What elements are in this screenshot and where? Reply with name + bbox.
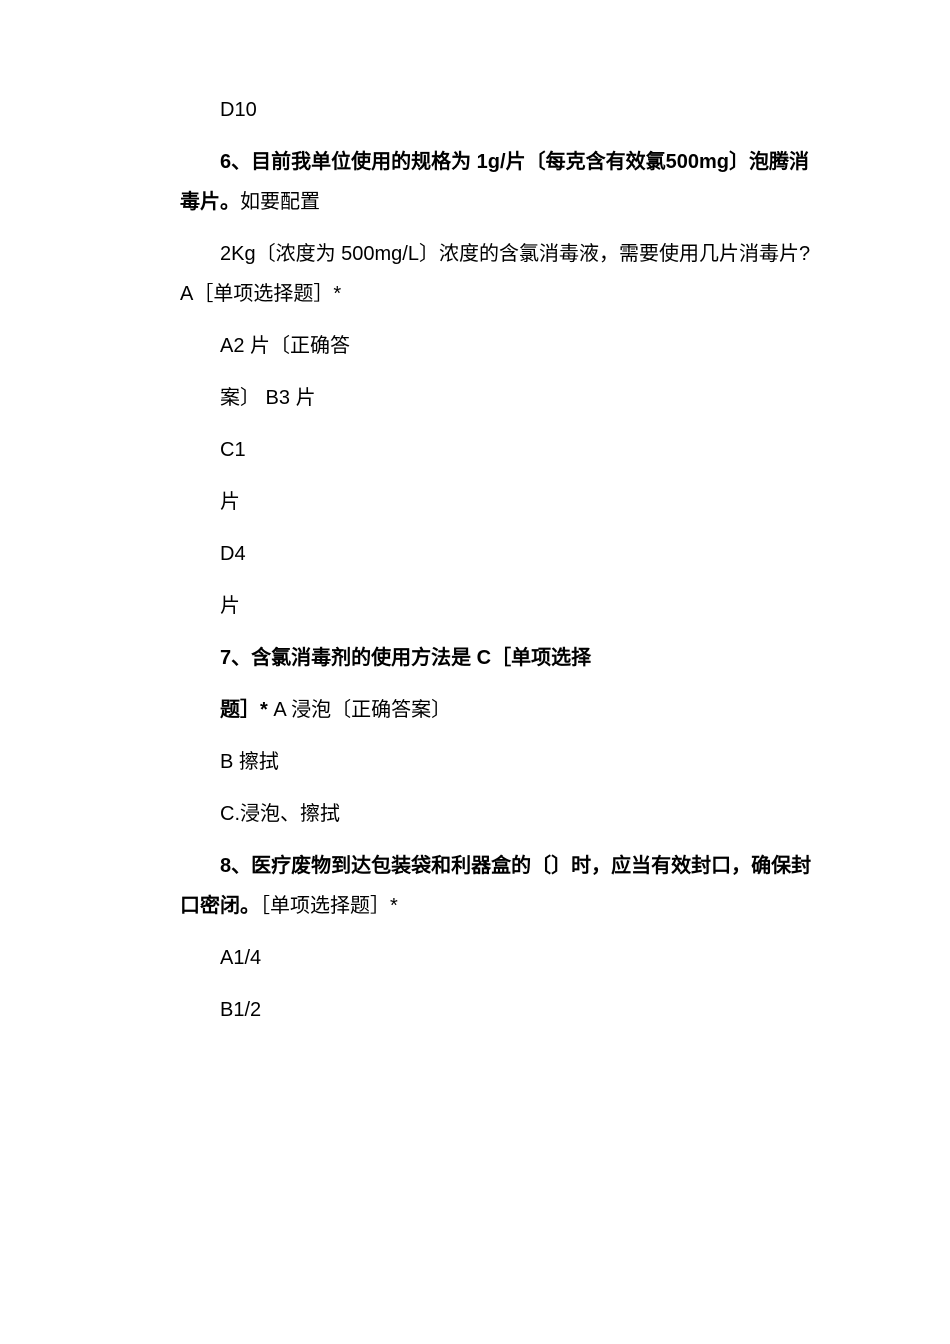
q6-option-a: A2 片〔正确答 xyxy=(180,326,820,366)
q7-stem-line2: 题］* A 浸泡〔正确答案〕 xyxy=(180,690,820,730)
q6-option-a2: 案〕 B3 片 xyxy=(180,378,820,418)
q8-option-a: A1/4 xyxy=(180,938,820,978)
q7-stem-bold: 7、含氯消毒剂的使用方法是 C［单项选择 xyxy=(220,647,591,669)
q6-stem-normal: 如要配置 xyxy=(240,191,320,213)
q8-stem: 8、医疗废物到达包装袋和利器盒的〔〕时，应当有效封口，确保封口密闭。［单项选择题… xyxy=(180,846,820,926)
q6-option-c1: C1 xyxy=(180,430,820,470)
q6-option-d2: 片 xyxy=(180,586,820,626)
q7-stem-bold2: 题］* xyxy=(220,699,268,721)
q8-stem-normal: ［单项选择题］* xyxy=(260,895,398,917)
q6-detail: 2Kg〔浓度为 500mg/L〕浓度的含氯消毒液，需要使用几片消毒片?A［单项选… xyxy=(180,234,820,314)
q6-option-d1: D4 xyxy=(180,534,820,574)
q7-option-b: B 擦拭 xyxy=(180,742,820,782)
q6-stem: 6、目前我单位使用的规格为 1g/片〔每克含有效氯500mg〕泡腾消毒片。如要配… xyxy=(180,142,820,222)
q5-option-d: D10 xyxy=(180,90,820,130)
q7-stem-line1: 7、含氯消毒剂的使用方法是 C［单项选择 xyxy=(180,638,820,678)
q6-option-c2: 片 xyxy=(180,482,820,522)
q8-option-b: B1/2 xyxy=(180,990,820,1030)
q7-option-c: C.浸泡、擦拭 xyxy=(180,794,820,834)
q7-stem-normal: A 浸泡〔正确答案〕 xyxy=(268,699,451,721)
